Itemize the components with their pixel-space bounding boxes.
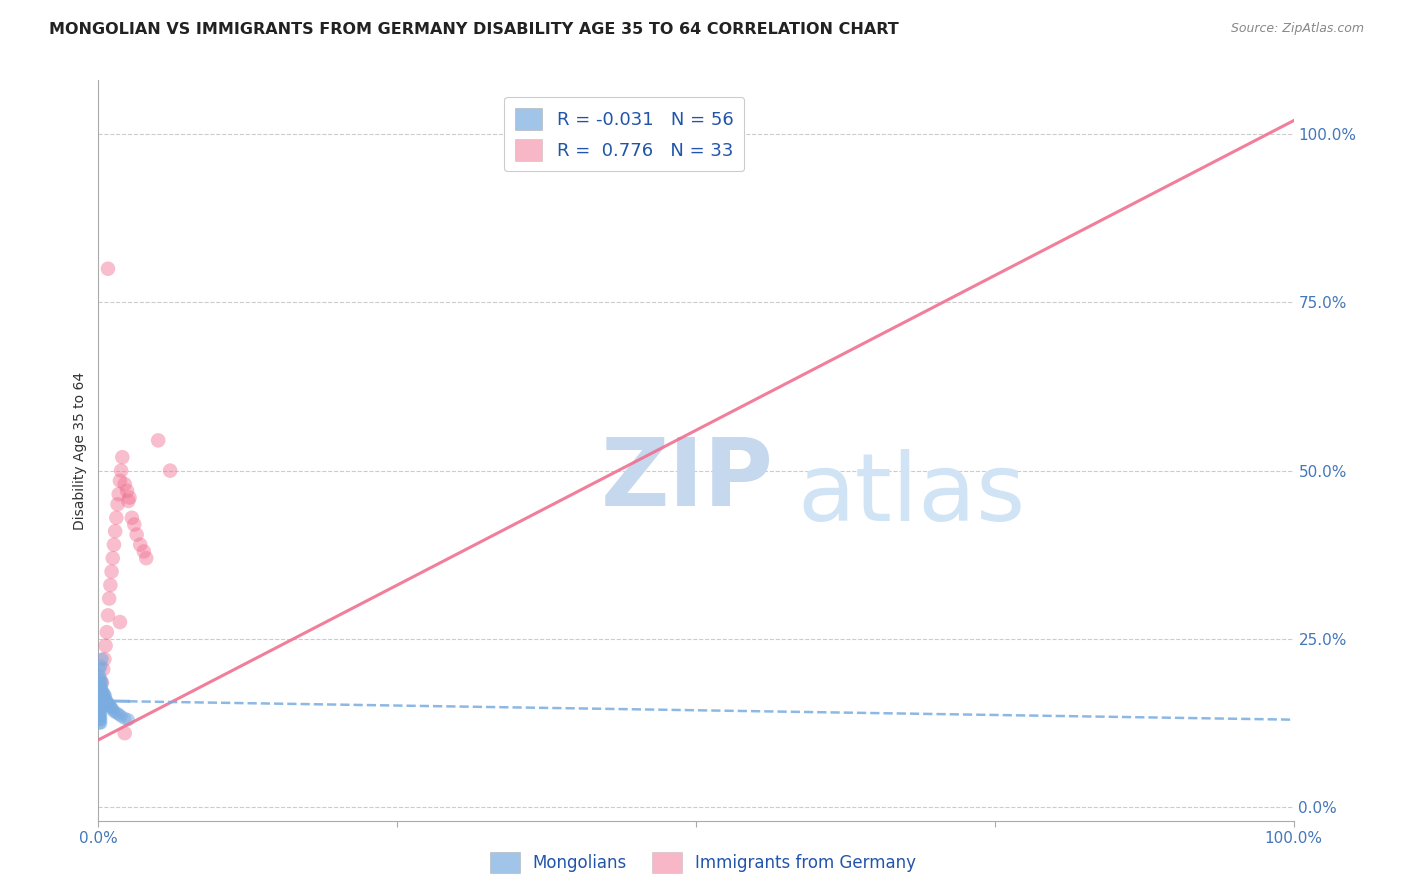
Point <box>107 707 129 722</box>
Point <box>90 713 112 727</box>
Point <box>90 686 112 700</box>
Point <box>135 551 157 566</box>
Point <box>89 692 111 706</box>
Point <box>90 658 112 673</box>
Point <box>90 703 112 717</box>
Point <box>104 524 127 539</box>
Point <box>107 497 129 511</box>
Point <box>101 703 124 717</box>
Point <box>89 696 111 710</box>
Point <box>89 686 111 700</box>
Point <box>89 669 111 683</box>
Point <box>91 686 114 700</box>
Point <box>105 706 128 720</box>
Point <box>111 450 134 465</box>
Point <box>91 692 114 706</box>
Point <box>108 615 131 629</box>
Point <box>91 675 114 690</box>
Point <box>89 706 111 720</box>
Legend: R = -0.031   N = 56, R =  0.776   N = 33: R = -0.031 N = 56, R = 0.776 N = 33 <box>505 96 744 171</box>
Point <box>97 261 120 276</box>
Point <box>114 726 136 740</box>
Point <box>90 692 112 706</box>
Point <box>90 696 112 710</box>
Text: ZIP: ZIP <box>600 434 773 526</box>
Point <box>94 639 117 653</box>
Point <box>114 711 136 725</box>
Point <box>96 694 118 708</box>
Point <box>124 517 146 532</box>
Point <box>89 699 111 714</box>
Point <box>125 527 148 541</box>
Point <box>90 682 112 697</box>
Point <box>98 591 121 606</box>
Point <box>107 487 129 501</box>
Point <box>91 689 114 703</box>
Point <box>93 691 115 706</box>
Point <box>89 682 111 697</box>
Point <box>89 703 111 717</box>
Point <box>110 709 132 723</box>
Point <box>121 510 143 524</box>
Text: MONGOLIAN VS IMMIGRANTS FROM GERMANY DISABILITY AGE 35 TO 64 CORRELATION CHART: MONGOLIAN VS IMMIGRANTS FROM GERMANY DIS… <box>49 22 898 37</box>
Point <box>90 679 112 693</box>
Point <box>148 434 170 448</box>
Point <box>90 699 112 714</box>
Point <box>91 686 114 700</box>
Point <box>91 662 114 676</box>
Point <box>90 673 112 687</box>
Legend: Mongolians, Immigrants from Germany: Mongolians, Immigrants from Germany <box>482 846 924 880</box>
Point <box>89 713 111 727</box>
Point <box>103 538 125 552</box>
Point <box>91 689 114 703</box>
Y-axis label: Disability Age 35 to 64: Disability Age 35 to 64 <box>73 371 87 530</box>
Point <box>115 483 138 498</box>
Point <box>90 689 112 703</box>
Point <box>89 716 111 731</box>
Point <box>97 696 120 710</box>
Text: Source: ZipAtlas.com: Source: ZipAtlas.com <box>1230 22 1364 36</box>
Point <box>105 510 128 524</box>
Point <box>91 696 114 710</box>
Point <box>132 544 155 558</box>
Point <box>108 474 131 488</box>
Point <box>89 689 111 703</box>
Point <box>98 698 121 712</box>
Text: atlas: atlas <box>797 449 1026 541</box>
Point <box>91 692 114 706</box>
Point <box>117 713 139 727</box>
Point <box>91 696 114 710</box>
Point <box>89 709 111 723</box>
Point <box>90 689 112 703</box>
Point <box>90 706 112 720</box>
Point <box>110 464 132 478</box>
Point <box>94 689 117 703</box>
Point <box>94 692 117 706</box>
Point <box>103 705 125 719</box>
Point <box>90 675 112 690</box>
Point <box>91 675 114 690</box>
Point <box>100 700 122 714</box>
Point <box>159 464 181 478</box>
Point <box>98 578 122 592</box>
Point <box>97 608 120 623</box>
Point <box>96 625 118 640</box>
Point <box>90 709 112 723</box>
Point <box>114 477 136 491</box>
Point <box>93 652 115 666</box>
Point <box>91 699 114 714</box>
Point <box>101 551 124 566</box>
Point <box>118 491 141 505</box>
Point <box>117 494 139 508</box>
Point <box>89 662 111 676</box>
Point <box>91 652 114 666</box>
Point <box>93 687 115 701</box>
Point <box>100 565 122 579</box>
Point <box>98 699 122 714</box>
Point <box>91 682 114 697</box>
Point <box>129 538 152 552</box>
Point <box>90 716 112 731</box>
